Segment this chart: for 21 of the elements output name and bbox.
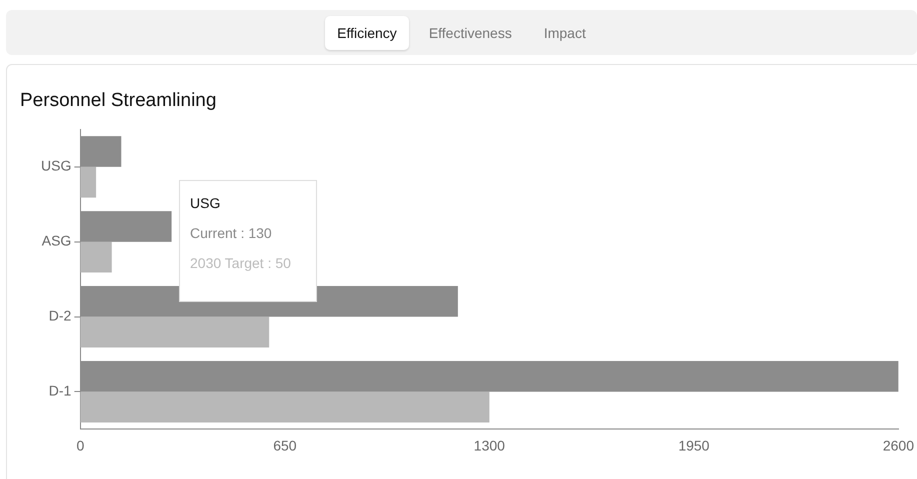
x-tick-label: 1950 [678, 437, 710, 454]
annotation: Current : 130 [190, 225, 273, 241]
y-tick-label: ASG [42, 232, 72, 249]
text: Effectiveness [428, 24, 513, 42]
x-tick-label: 650 [273, 437, 297, 454]
y-tick-label: D-1 [48, 382, 72, 399]
x-tick-label: 2600 [882, 437, 914, 454]
y-tick-label: D-2 [48, 308, 72, 324]
annotation: 2030 Target : 50 [190, 255, 292, 271]
text: Efficiency [325, 16, 409, 50]
text: Impact [542, 24, 587, 43]
bar [80, 166, 96, 198]
annotation: USG [190, 195, 222, 211]
bar [80, 242, 112, 273]
y-tick-label: USG [40, 158, 72, 174]
tooltip-panel: USG Current : 130 2030 Target : 50 [179, 180, 317, 302]
x-tick-label: 0 [76, 437, 84, 454]
x-tick-label: 1300 [474, 437, 506, 454]
bar [80, 392, 490, 422]
chart-title: Personnel Streamlining [20, 90, 216, 112]
bar [80, 316, 270, 348]
